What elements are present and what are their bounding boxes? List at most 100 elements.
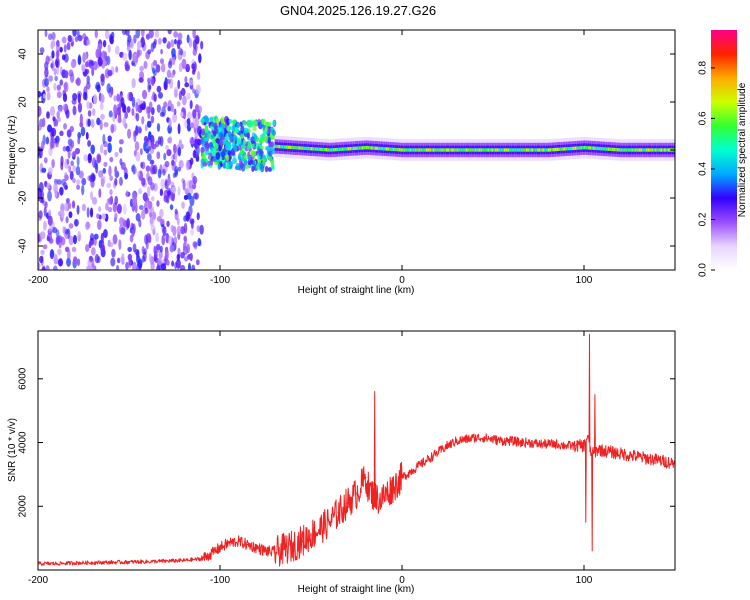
heatmap-cell (540, 148, 543, 152)
heatmap-cell (108, 110, 113, 118)
heatmap-cell (189, 252, 193, 262)
heatmap-cell (250, 150, 256, 158)
heatmap-cell (60, 210, 65, 218)
heatmap-cell (170, 103, 174, 113)
heatmap-cell (631, 148, 634, 152)
heatmap-cell (476, 148, 479, 152)
heatmap-cell (480, 148, 483, 152)
heatmap-cell (71, 246, 77, 253)
heatmap-cell (183, 256, 189, 262)
heatmap-cell (148, 253, 152, 262)
heatmap-cell (76, 184, 81, 190)
snr-y-tick-label: 6000 (18, 367, 29, 390)
heatmap-cell (192, 88, 196, 94)
heatmap-cell (156, 200, 160, 207)
heatmap-cell (181, 58, 187, 70)
heatmap-cell (82, 91, 87, 101)
heatmap-cell (131, 228, 135, 237)
heatmap-cell (56, 49, 60, 58)
heatmap-cell (170, 39, 175, 48)
heatmap-cell (351, 146, 353, 151)
spectrogram-y-axis-title: Frequency (Hz) (7, 116, 18, 185)
heatmap-cell (56, 84, 61, 91)
heatmap-cell (125, 190, 129, 198)
heatmap-cell (168, 136, 173, 144)
heatmap-cell (208, 152, 213, 157)
heatmap-cell (525, 148, 528, 152)
heatmap-cell (90, 144, 96, 155)
heatmap-cell (162, 225, 167, 237)
heatmap-cell (182, 50, 187, 58)
heatmap-cell (94, 254, 100, 264)
heatmap-cell (192, 241, 198, 248)
heatmap-cell (385, 147, 388, 151)
heatmap-cell (42, 244, 48, 250)
heatmap-cell (122, 203, 127, 215)
colorbar-gradient (711, 30, 737, 270)
heatmap-cell (531, 148, 534, 152)
snr-data-point (597, 448, 600, 450)
heatmap-cell (422, 148, 424, 152)
heatmap-cell (538, 148, 541, 152)
heatmap-cell (391, 147, 393, 151)
heatmap-cell (667, 148, 670, 152)
heatmap-cell (138, 219, 142, 228)
heatmap-cell (180, 251, 185, 259)
heatmap-cell (192, 30, 196, 39)
colorbar-tick-label: 0.0 (698, 263, 709, 277)
heatmap-cell (124, 111, 128, 119)
heatmap-cell (165, 144, 169, 151)
heatmap-cell (51, 127, 57, 137)
heatmap-cell (334, 147, 337, 152)
heatmap-cell (98, 188, 102, 198)
heatmap-cell (169, 244, 175, 253)
heatmap-cell (141, 177, 146, 187)
heatmap-cell (167, 106, 172, 112)
heatmap-cell (634, 148, 637, 152)
heatmap-cell (367, 146, 370, 150)
heatmap-cell (157, 168, 162, 179)
heatmap-cell (228, 119, 233, 124)
heatmap-cell (166, 220, 170, 227)
heatmap-cell (72, 177, 76, 184)
heatmap-cell (243, 154, 249, 160)
heatmap-cell (197, 105, 203, 114)
heatmap-cell (212, 156, 217, 162)
heatmap-cell (76, 156, 80, 167)
heatmap-cell (133, 34, 137, 44)
heatmap-cell (192, 109, 197, 119)
heatmap-cell (241, 121, 247, 126)
snr-data-point (255, 546, 258, 549)
heatmap-cell (184, 188, 189, 195)
snr-data-point (601, 449, 603, 452)
heatmap-cell (141, 245, 145, 255)
heatmap-cell (76, 258, 81, 266)
heatmap-cell (172, 113, 178, 123)
heatmap-cell (228, 130, 232, 138)
snr-data-point (361, 483, 363, 485)
heatmap-cell (124, 64, 130, 72)
heatmap-cell (202, 162, 208, 167)
heatmap-cell (110, 257, 116, 267)
heatmap-cell (45, 55, 50, 65)
snr-data-point (282, 548, 285, 551)
heatmap-cell (85, 132, 89, 140)
heatmap-cell (45, 136, 50, 145)
heatmap-cell (160, 263, 167, 270)
heatmap-cell (270, 141, 275, 148)
heatmap-cell (122, 116, 127, 127)
heatmap-cell (86, 207, 90, 218)
heatmap-cell (152, 69, 157, 77)
heatmap-cell (114, 166, 118, 175)
heatmap-cell (164, 248, 169, 260)
heatmap-cell (253, 133, 258, 141)
heatmap-cell (76, 179, 81, 185)
heatmap-cell (159, 188, 164, 197)
heatmap-cell (72, 105, 77, 116)
heatmap-cell (613, 147, 616, 152)
heatmap-cell (154, 30, 160, 39)
heatmap-cell (86, 101, 90, 110)
heatmap-cell (119, 158, 123, 166)
heatmap-cell (77, 136, 81, 145)
heatmap-cell (296, 146, 299, 150)
